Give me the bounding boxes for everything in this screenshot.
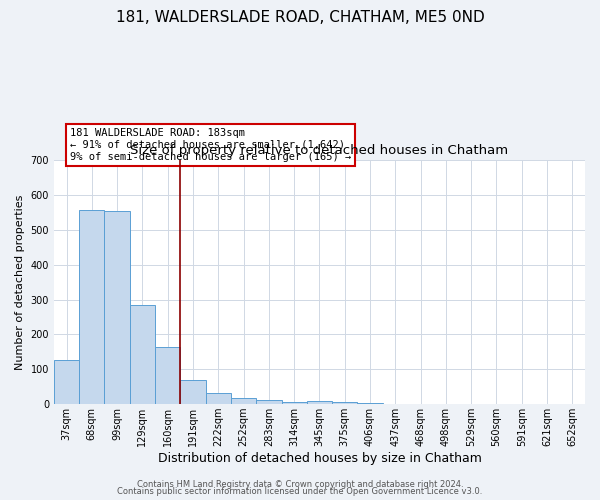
Text: 181, WALDERSLADE ROAD, CHATHAM, ME5 0ND: 181, WALDERSLADE ROAD, CHATHAM, ME5 0ND bbox=[116, 10, 484, 25]
Bar bbox=[54, 360, 79, 404]
Bar bbox=[79, 210, 104, 404]
Bar bbox=[332, 402, 358, 404]
Bar bbox=[206, 393, 231, 404]
Bar bbox=[181, 380, 206, 404]
Text: 181 WALDERSLADE ROAD: 183sqm
← 91% of detached houses are smaller (1,642)
9% of : 181 WALDERSLADE ROAD: 183sqm ← 91% of de… bbox=[70, 128, 351, 162]
Bar bbox=[104, 212, 130, 404]
Title: Size of property relative to detached houses in Chatham: Size of property relative to detached ho… bbox=[130, 144, 509, 158]
Bar bbox=[231, 398, 256, 404]
Bar bbox=[155, 346, 181, 404]
Bar bbox=[307, 400, 332, 404]
X-axis label: Distribution of detached houses by size in Chatham: Distribution of detached houses by size … bbox=[158, 452, 481, 465]
Bar bbox=[256, 400, 281, 404]
Text: Contains public sector information licensed under the Open Government Licence v3: Contains public sector information licen… bbox=[118, 487, 482, 496]
Bar bbox=[281, 402, 307, 404]
Text: Contains HM Land Registry data © Crown copyright and database right 2024.: Contains HM Land Registry data © Crown c… bbox=[137, 480, 463, 489]
Bar bbox=[358, 403, 383, 404]
Y-axis label: Number of detached properties: Number of detached properties bbox=[15, 194, 25, 370]
Bar bbox=[130, 305, 155, 404]
